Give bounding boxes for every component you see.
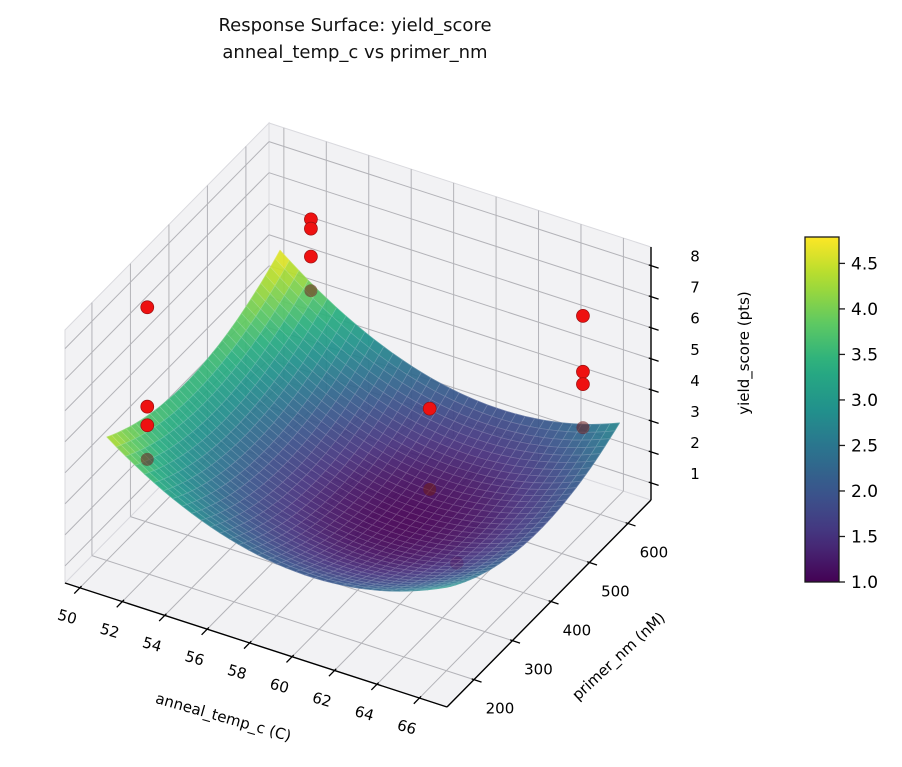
z-tick [648,450,659,456]
colorbar-tick-label: 4.0 [851,300,878,320]
y-tick [586,561,598,566]
z-tick [648,295,659,300]
scatter-point-dimmed [140,452,154,466]
z-tick [648,388,659,393]
x-tick [201,626,210,636]
x-tick-label: 50 [56,606,79,629]
grid-line [419,490,624,699]
scatter-point [304,249,318,264]
x-tick-label: 64 [353,702,376,725]
colorbar-tick-label: 3.5 [851,345,878,365]
scatter-point-dimmed [423,482,437,496]
tick-marks [73,264,659,705]
z-axis-title: yield_score (pts) [735,291,754,414]
z-tick-label: 8 [690,248,700,266]
x-axis-title: anneal_temp_c (C) [153,689,293,746]
chart-title-line2: anneal_temp_c vs primer_nm [222,42,488,63]
y-tick [625,522,636,527]
scatter-point-dimmed [304,284,318,298]
z-tick-label: 2 [690,434,700,452]
colorbar-tick-label: 4.5 [851,254,878,274]
colorbar-tick-label: 1.5 [851,527,878,547]
y-axis-line [446,499,652,708]
x-tick [73,585,82,594]
z-tick-label: 4 [690,372,700,390]
grid-line [268,203,652,329]
grid-line [268,172,652,298]
y-tick-label: 300 [524,661,553,679]
scatter-point [140,399,155,414]
x-tick-label: 58 [225,661,248,684]
z-tick-label: 5 [690,341,700,359]
y-tick-label: 200 [486,700,515,718]
grid-line [64,172,270,381]
x-axis-line [64,582,448,708]
z-tick [648,264,659,269]
scatter-point-dimmed [576,421,590,435]
colorbar-tick-label: 1.0 [851,573,878,593]
x-tick [413,695,422,705]
y-tick [548,600,559,605]
scatter-point [576,364,590,379]
scatter-points [140,212,590,433]
z-tick-label: 1 [690,465,700,483]
y-tick [509,639,521,644]
z-tick-label: 7 [690,279,700,297]
scatter-points-dimmed [140,284,590,496]
x-tick-label: 62 [310,688,333,711]
x-tick-label: 60 [268,675,291,698]
colorbar-tick-label: 3.0 [851,391,878,411]
scatter-point [140,418,155,433]
x-tick [158,613,167,622]
surface-mesh [106,249,620,592]
axis-spines [64,247,652,708]
z-tick [648,419,659,424]
x-tick [370,682,380,691]
z-tick [648,357,659,362]
y-tick [471,678,482,683]
chart-title: Response Surface: yield_score anneal_tem… [0,12,710,66]
colorbar: 1.0 1.5 2.0 2.5 3.0 3.5 4.0 4.5 [804,236,878,593]
x-tick [286,654,295,663]
y-tick-label: 600 [640,543,669,561]
scatter-point [576,309,590,323]
scatter-point [576,377,590,392]
grid-line [64,234,270,443]
z-tick-label: 3 [690,403,700,421]
grid-line [268,141,652,267]
x-tick-label: 52 [98,620,121,643]
scatter-point [422,401,437,416]
z-tick [648,326,659,331]
x-tick [243,640,252,650]
grid-line [64,265,270,474]
grid-line [64,141,270,349]
colorbar-tick-label: 2.0 [851,482,878,502]
y-tick-label: 400 [563,622,592,640]
grid-line [268,234,652,360]
scatter-point [304,221,318,236]
grid-line [91,555,475,681]
x-tick [328,668,337,677]
x-tick-label: 66 [395,716,418,739]
colorbar-gradient [804,236,840,583]
x-tick [116,599,125,608]
z-tick [648,481,659,487]
x-tick-label: 56 [183,647,206,670]
grid-line [64,203,270,412]
z-tick-label: 6 [690,310,700,328]
y-tick-label: 500 [601,582,630,600]
colorbar-tick-label: 2.5 [851,436,878,456]
x-tick-label: 54 [140,633,163,656]
chart-title-line1: Response Surface: yield_score [218,15,492,36]
scatter-point [140,300,155,315]
